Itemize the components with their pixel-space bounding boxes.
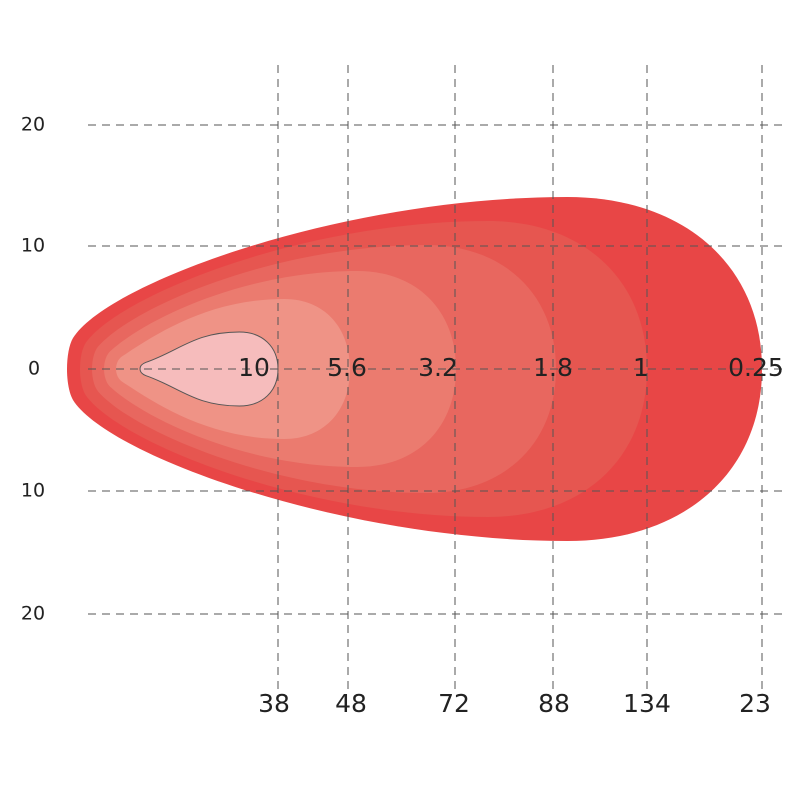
y-label: 10 xyxy=(21,235,45,257)
x-label: 23 xyxy=(739,689,771,718)
y-label: 20 xyxy=(21,114,45,136)
contour-label: 1.8 xyxy=(533,353,573,382)
x-label: 48 xyxy=(335,689,367,718)
contour-label: 5.6 xyxy=(327,353,367,382)
x-label: 72 xyxy=(438,689,470,718)
contour-label: 1 xyxy=(633,353,649,382)
contour-label: 10 xyxy=(238,353,270,382)
grid xyxy=(88,65,782,690)
x-label: 38 xyxy=(258,689,290,718)
y-label: 0 xyxy=(28,358,40,380)
contour-label: 0.25 xyxy=(728,353,784,382)
y-label: 20 xyxy=(21,603,45,625)
contour-label: 3.2 xyxy=(418,353,458,382)
x-label: 134 xyxy=(623,689,671,718)
labels: 20 10 0 10 20 38 48 72 88 134 23 10 5.6 3.2 1.8 1 0.25 xyxy=(21,114,784,719)
x-label: 88 xyxy=(538,689,570,718)
contour-area xyxy=(139,331,279,407)
y-label: 10 xyxy=(21,480,45,502)
beam-contours xyxy=(67,197,762,541)
